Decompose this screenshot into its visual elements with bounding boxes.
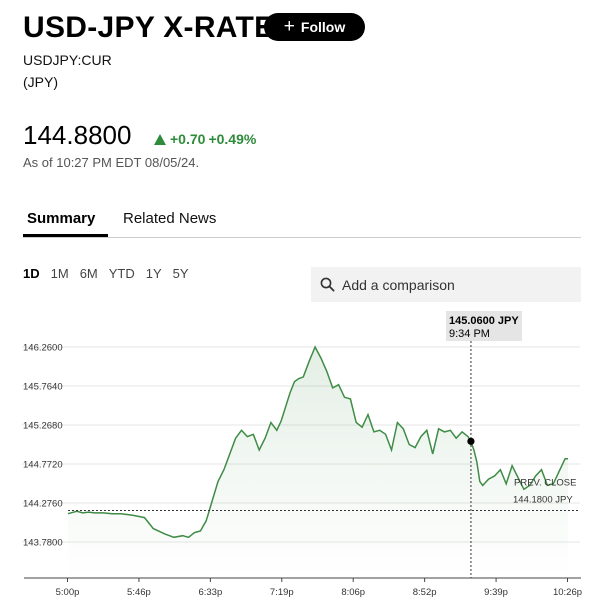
x-tick-label: 8:06p bbox=[341, 587, 365, 598]
tab-bar: Summary Related News bbox=[23, 210, 581, 238]
ticker-symbol: USDJPY:CUR bbox=[23, 52, 112, 68]
x-tick-label: 5:00p bbox=[56, 587, 80, 598]
range-6m[interactable]: 6M bbox=[79, 266, 98, 281]
range-1y[interactable]: 1Y bbox=[145, 266, 162, 281]
y-tick-label: 144.7720 bbox=[23, 460, 63, 471]
follow-label: Follow bbox=[300, 19, 346, 35]
page-title: USD-JPY X-RATE bbox=[23, 11, 275, 44]
prev-close-value: 144.1800 JPY bbox=[513, 495, 573, 506]
comparison-search-input[interactable]: Add a comparison bbox=[311, 267, 581, 302]
change-value: +0.70 bbox=[170, 131, 206, 147]
price-chart[interactable]: 146.2600 145.7640 145.2680 144.7720 144.2760… bbox=[0, 305, 600, 616]
range-1d[interactable]: 1D bbox=[23, 266, 40, 281]
range-5y[interactable]: 5Y bbox=[172, 266, 189, 281]
comparison-placeholder: Add a comparison bbox=[342, 276, 455, 293]
price-change: +0.70 +0.49% bbox=[154, 131, 256, 147]
x-tick-label: 6:33p bbox=[198, 587, 222, 598]
y-tick-label: 145.2680 bbox=[23, 421, 63, 432]
follow-button[interactable]: + Follow bbox=[264, 13, 365, 41]
y-tick-label: 143.7800 bbox=[23, 538, 63, 549]
active-tab-indicator bbox=[23, 234, 108, 237]
tooltip-point bbox=[467, 437, 475, 445]
y-tick-label: 144.2760 bbox=[23, 499, 63, 510]
change-percent: +0.49% bbox=[208, 131, 257, 147]
range-1m[interactable]: 1M bbox=[50, 266, 69, 281]
x-tick-label: 8:52p bbox=[413, 587, 437, 598]
x-tick-label: 7:19p bbox=[270, 587, 294, 598]
tooltip-box bbox=[446, 311, 522, 341]
tooltip-value: 145.0600 JPY bbox=[449, 315, 519, 327]
x-tick-label: 9:39p bbox=[484, 587, 508, 598]
prev-close-label: PREV. CLOSE bbox=[514, 478, 576, 489]
search-icon bbox=[320, 277, 335, 292]
as-of-timestamp: As of 10:27 PM EDT 08/05/24. bbox=[23, 155, 200, 170]
x-tick-label: 10:26p bbox=[553, 587, 582, 598]
plus-icon: + bbox=[283, 15, 295, 37]
price-area bbox=[68, 347, 568, 578]
last-price: 144.8800 bbox=[23, 120, 132, 150]
tooltip-time: 9:34 PM bbox=[449, 328, 490, 340]
up-arrow-icon bbox=[154, 133, 166, 145]
price-line bbox=[67, 345, 568, 539]
currency-label: (JPY) bbox=[23, 74, 58, 90]
range-ytd[interactable]: YTD bbox=[108, 266, 135, 281]
tab-summary[interactable]: Summary bbox=[27, 210, 96, 227]
y-tick-label: 146.2600 bbox=[23, 343, 63, 354]
y-tick-label: 145.7640 bbox=[23, 382, 63, 393]
time-range-selector: 1D 1M 6M YTD 1Y 5Y bbox=[23, 266, 200, 281]
x-tick-label: 5:46p bbox=[127, 587, 151, 598]
tab-related-news[interactable]: Related News bbox=[123, 210, 217, 227]
